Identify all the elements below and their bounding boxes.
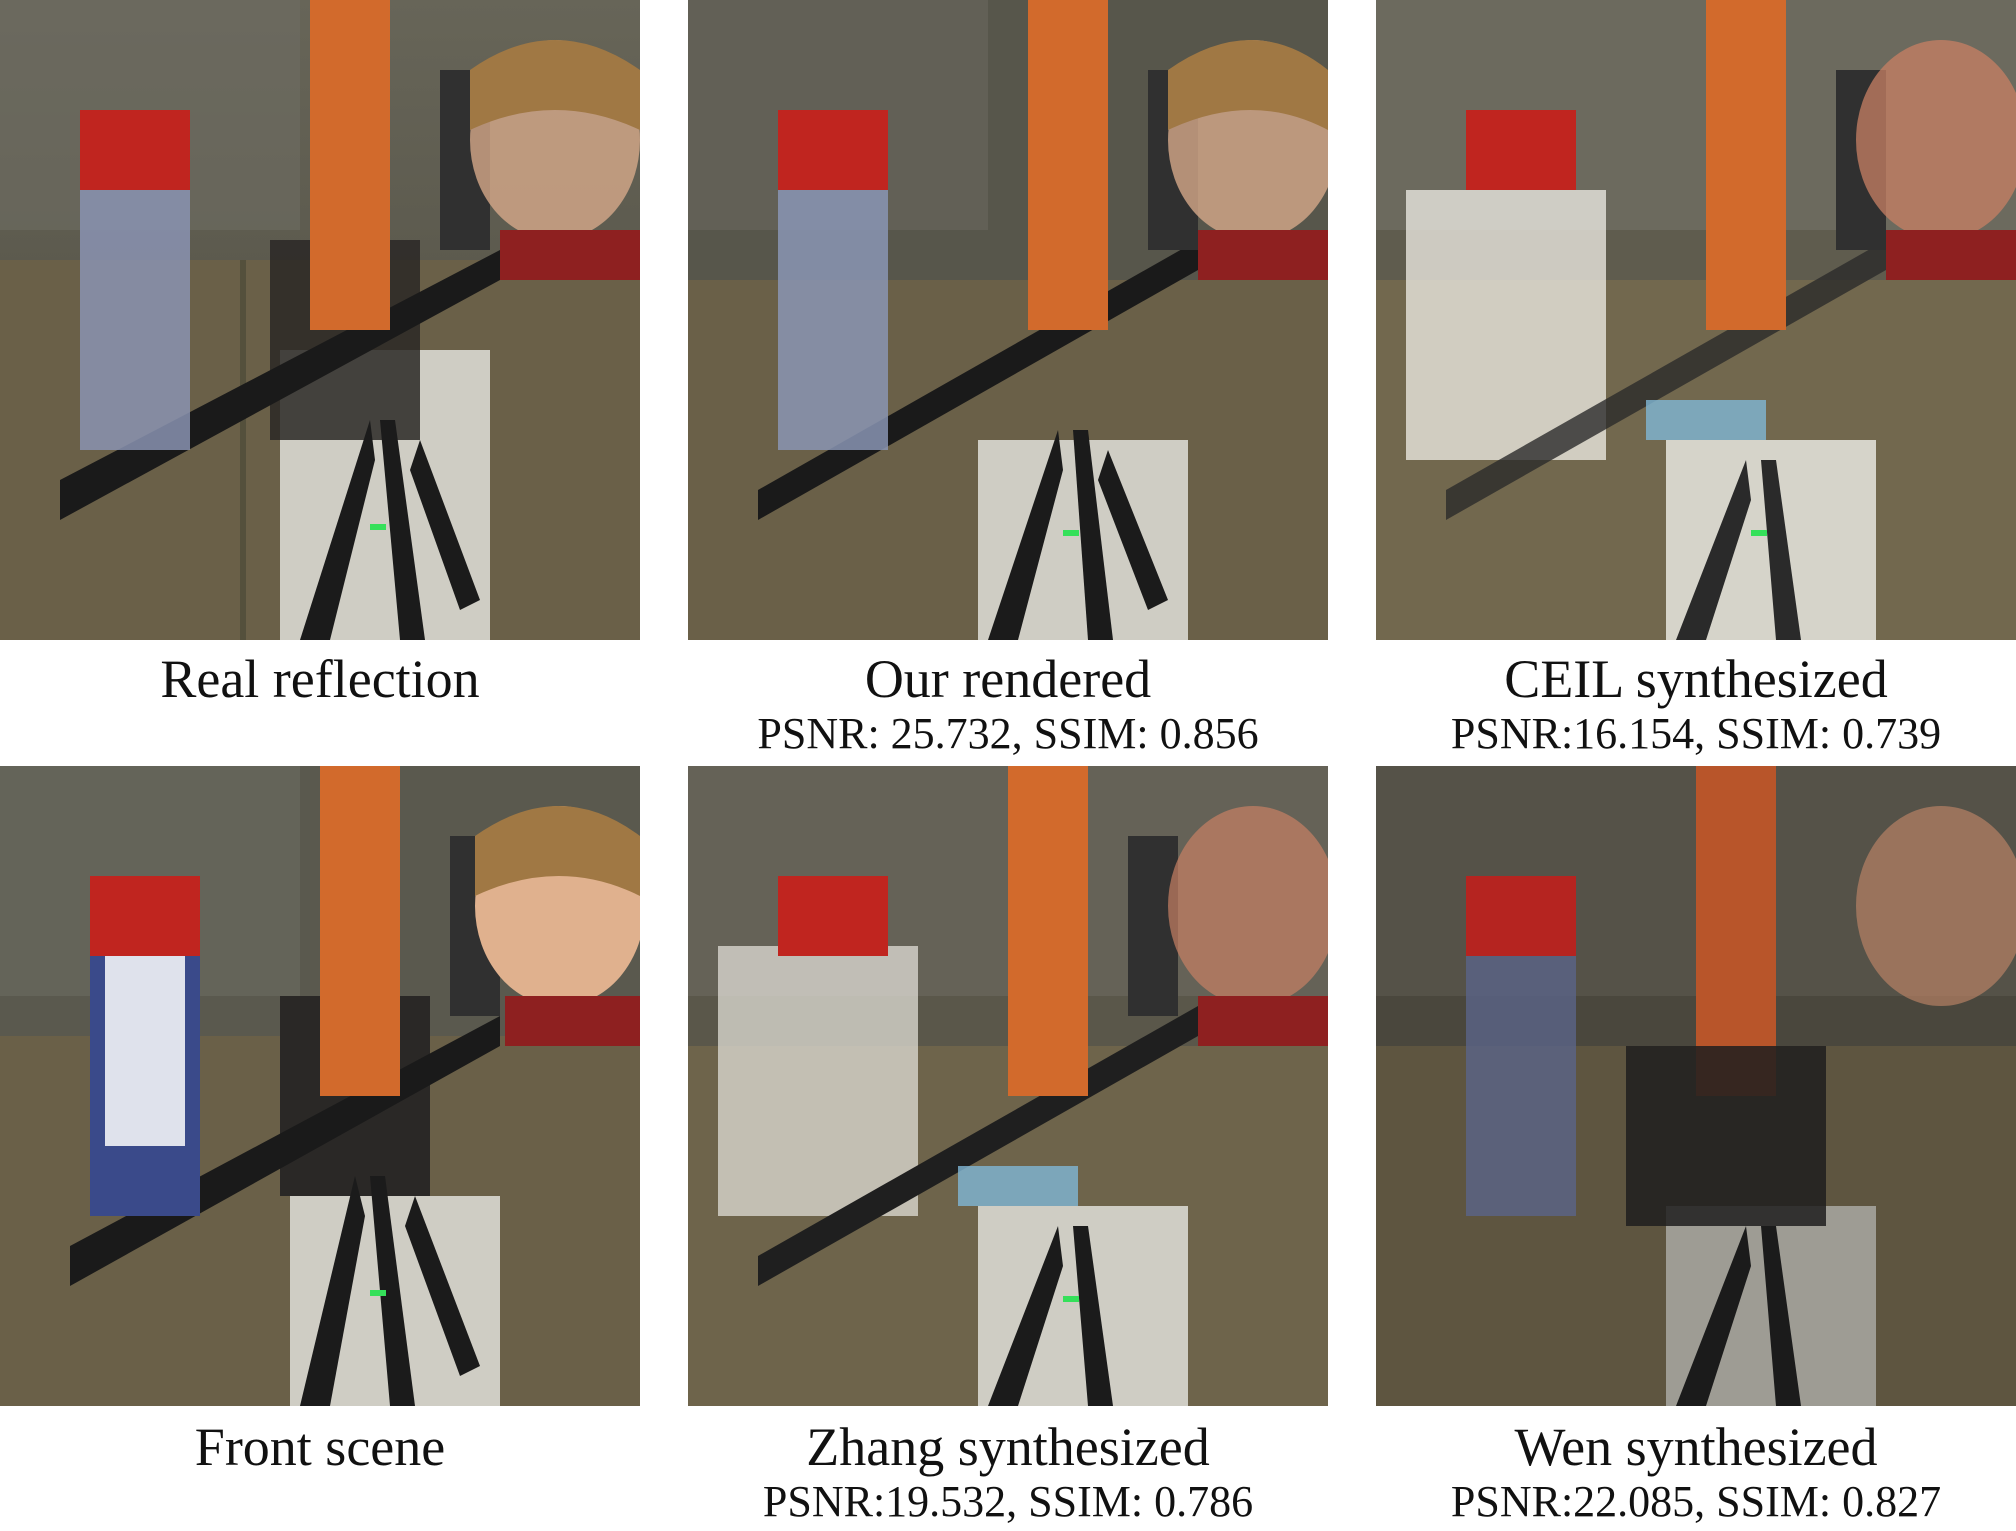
photo-ceil-synthesized [1376,0,2016,640]
caption-real-reflection: Real reflection [0,652,640,712]
photo-zhang-synthesized [688,766,1328,1406]
photo-our-rendered [688,0,1328,640]
caption-title: CEIL synthesized [1504,649,1888,709]
caption-title: Front scene [194,1417,446,1477]
caption-metrics: PSNR:19.532, SSIM: 0.786 [762,1477,1254,1526]
caption-our-rendered: Our rendered PSNR: 25.732, SSIM: 0.856 [688,652,1328,756]
caption-zhang-synthesized: Zhang synthesized PSNR:19.532, SSIM: 0.7… [688,1420,1328,1524]
photo-front-scene [0,766,640,1406]
caption-title: Zhang synthesized [806,1417,1210,1477]
caption-front-scene: Front scene [0,1420,640,1480]
caption-title: Our rendered [864,649,1152,709]
photo-wen-synthesized [1376,766,2016,1406]
caption-metrics: PSNR:22.085, SSIM: 0.827 [1450,1477,1942,1526]
caption-ceil-synthesized: CEIL synthesized PSNR:16.154, SSIM: 0.73… [1376,652,2016,756]
caption-metrics: PSNR: 25.732, SSIM: 0.856 [757,709,1259,758]
caption-title: Real reflection [160,649,480,709]
caption-metrics: PSNR:16.154, SSIM: 0.739 [1450,709,1942,758]
photo-real-reflection [0,0,640,640]
caption-wen-synthesized: Wen synthesized PSNR:22.085, SSIM: 0.827 [1376,1420,2016,1524]
caption-title: Wen synthesized [1514,1417,1878,1477]
